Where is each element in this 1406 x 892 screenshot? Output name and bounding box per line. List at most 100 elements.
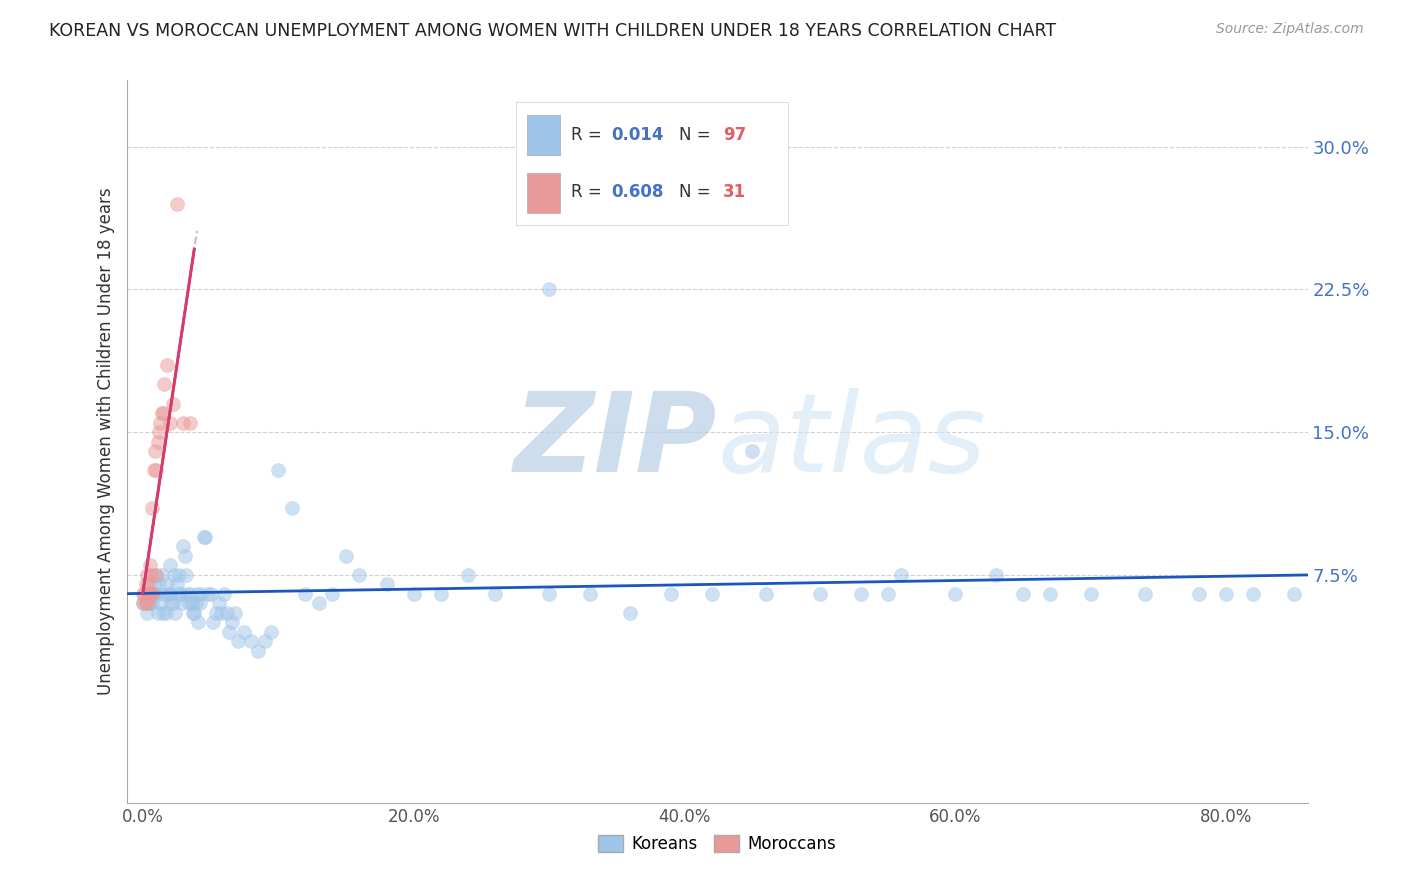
Point — [159, 587, 181, 601]
Point — [619, 606, 641, 620]
Point — [945, 587, 967, 601]
Point — [218, 624, 240, 639]
Point — [156, 577, 179, 591]
Point — [1188, 587, 1211, 601]
Point — [135, 567, 157, 582]
Point — [148, 425, 170, 439]
Point — [246, 643, 269, 657]
Point — [538, 282, 561, 296]
Point — [150, 406, 173, 420]
Point — [375, 577, 398, 591]
Point — [179, 587, 201, 601]
Point — [170, 596, 193, 610]
Point — [202, 615, 225, 630]
Text: atlas: atlas — [717, 388, 986, 495]
Point — [141, 501, 163, 516]
Point — [136, 596, 159, 610]
Point — [141, 587, 163, 601]
Point — [176, 587, 198, 601]
Point — [538, 587, 561, 601]
Point — [135, 587, 157, 601]
Point — [1012, 587, 1035, 601]
Point — [1215, 587, 1237, 601]
Point — [1080, 587, 1102, 601]
Point — [139, 587, 162, 601]
Point — [429, 587, 451, 601]
Point — [260, 624, 283, 639]
Point — [149, 416, 172, 430]
Point — [294, 587, 316, 601]
Point — [143, 587, 166, 601]
Point — [162, 396, 184, 410]
Point — [226, 634, 249, 648]
Point — [221, 615, 243, 630]
Point — [186, 587, 208, 601]
Point — [215, 606, 238, 620]
Point — [145, 463, 167, 477]
Point — [160, 596, 183, 610]
Point — [1133, 587, 1156, 601]
Point — [163, 567, 186, 582]
Point — [188, 596, 211, 610]
Point — [169, 567, 191, 582]
Point — [700, 587, 723, 601]
Point — [150, 567, 173, 582]
Point — [1241, 587, 1264, 601]
Point — [134, 587, 156, 601]
Point — [1282, 587, 1305, 601]
Point — [139, 587, 162, 601]
Point — [209, 606, 232, 620]
Point — [149, 596, 172, 610]
Point — [659, 587, 682, 601]
Point — [190, 587, 212, 601]
Point — [141, 596, 163, 610]
Point — [172, 539, 194, 553]
Point — [181, 606, 204, 620]
Point — [179, 416, 201, 430]
Point — [173, 549, 195, 563]
Point — [849, 587, 872, 601]
Point — [146, 434, 169, 449]
Point — [145, 567, 167, 582]
Point — [134, 577, 156, 591]
Point — [142, 463, 165, 477]
Point — [165, 606, 187, 620]
Point — [741, 444, 763, 458]
Point — [134, 596, 156, 610]
Point — [233, 624, 256, 639]
Point — [197, 587, 219, 601]
Point — [155, 606, 177, 620]
Point — [157, 587, 180, 601]
Point — [1039, 587, 1062, 601]
Point — [876, 587, 898, 601]
Point — [183, 606, 205, 620]
Text: ZIP: ZIP — [513, 388, 717, 495]
Point — [138, 587, 160, 601]
Point — [134, 596, 156, 610]
Point — [159, 558, 181, 573]
Point — [143, 444, 166, 458]
Point — [193, 530, 215, 544]
Point — [172, 416, 194, 430]
Point — [253, 634, 276, 648]
Point — [890, 567, 912, 582]
Text: Source: ZipAtlas.com: Source: ZipAtlas.com — [1216, 22, 1364, 37]
Point — [402, 587, 425, 601]
Point — [146, 606, 169, 620]
Point — [167, 587, 190, 601]
Point — [267, 463, 290, 477]
Point — [224, 606, 246, 620]
Point — [308, 596, 330, 610]
Point — [755, 587, 778, 601]
Point — [138, 596, 160, 610]
Point — [212, 587, 235, 601]
Text: KOREAN VS MOROCCAN UNEMPLOYMENT AMONG WOMEN WITH CHILDREN UNDER 18 YEARS CORRELA: KOREAN VS MOROCCAN UNEMPLOYMENT AMONG WO… — [49, 22, 1056, 40]
Point — [578, 587, 600, 601]
Point — [142, 577, 165, 591]
Point — [457, 567, 479, 582]
Point — [152, 406, 174, 420]
Point — [205, 606, 228, 620]
Point — [166, 577, 188, 591]
Point — [153, 377, 176, 392]
Point — [132, 596, 155, 610]
